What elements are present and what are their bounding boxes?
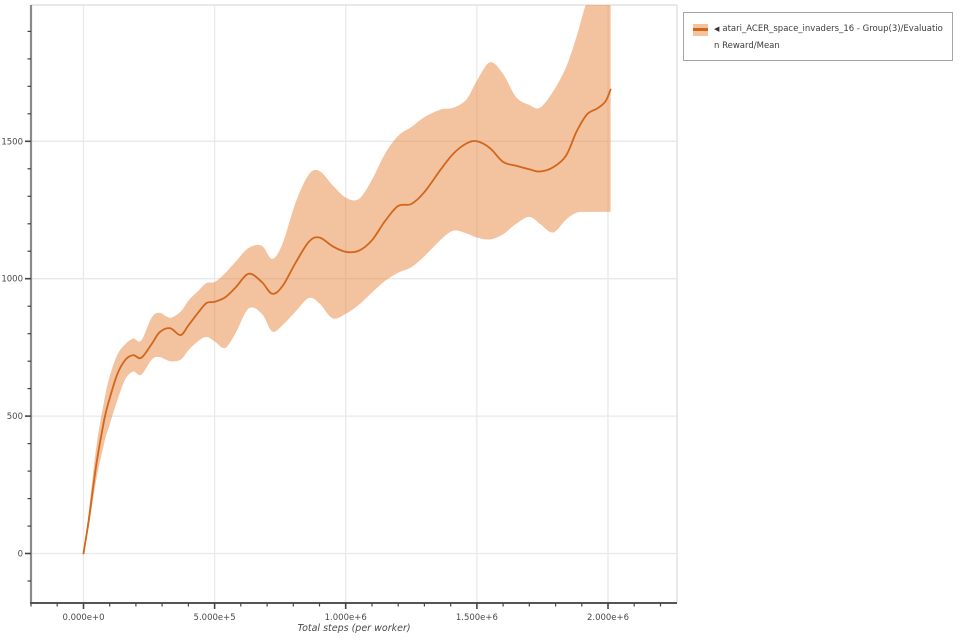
plot-border <box>31 4 678 603</box>
axis-tick-labels: 0.000e+0 5.000e+5 1.000e+6 1.500e+6 2.000e+6… <box>1 137 629 623</box>
legend: ◀ atari_ACER_space_invaders_16 - Group(3)… <box>683 12 953 61</box>
y-tick-label: 500 <box>7 412 23 422</box>
x-tick-label: 5.000e+5 <box>194 613 236 623</box>
y-tick-label: 1000 <box>1 275 23 285</box>
x-tick-label: 1.000e+6 <box>325 613 367 623</box>
series-layer <box>82 5 612 555</box>
axis-spines <box>29 5 677 604</box>
legend-marker-icon: ◀ <box>714 25 720 33</box>
legend-item-series[interactable]: ◀ atari_ACER_space_invaders_16 - Group(3)… <box>684 13 952 60</box>
axis-ticks <box>25 30 662 609</box>
mean-line <box>82 88 612 555</box>
x-tick-label: 1.500e+6 <box>456 613 498 623</box>
confidence-band <box>83 5 611 554</box>
x-tick-label: 2.000e+6 <box>587 613 629 623</box>
legend-label: ◀ atari_ACER_space_invaders_16 - Group(3)… <box>714 21 947 55</box>
y-tick-label: 1500 <box>1 137 23 147</box>
series-swatch-icon <box>693 24 708 36</box>
x-tick-label: 0.000e+0 <box>62 613 104 623</box>
x-axis-title: Total steps (per worker) <box>297 623 411 634</box>
legend-label-text: atari_ACER_space_invaders_16 - Group(3)/… <box>714 24 943 51</box>
y-tick-label: 0 <box>18 550 23 560</box>
